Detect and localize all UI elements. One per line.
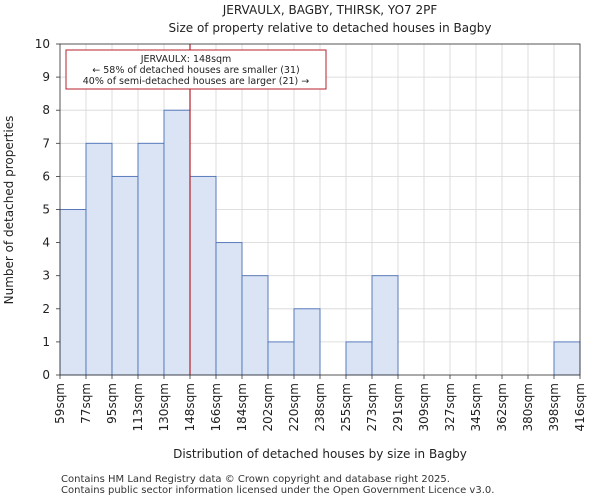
- annotation-line-3: 40% of semi-detached houses are larger (…: [83, 76, 310, 87]
- x-tick-label: 130sqm: [157, 383, 171, 431]
- y-tick-label: 5: [42, 203, 50, 217]
- chart-title: JERVAULX, BAGBY, THIRSK, YO7 2PF: [222, 3, 438, 17]
- x-ticks: 59sqm 77sqm 95sqm 113sqm 130sqm 148sqm 166sqm 1…: [53, 375, 587, 431]
- y-tick-label: 4: [42, 236, 50, 250]
- y-tick-label: 7: [42, 136, 50, 150]
- x-tick-label: 59sqm: [53, 383, 67, 424]
- y-tick-label: 1: [42, 335, 50, 349]
- x-tick-label: 95sqm: [105, 383, 119, 424]
- bar-77sqm: [85, 142, 113, 376]
- x-tick-label: 77sqm: [79, 383, 93, 424]
- footer-line-1: Contains HM Land Registry data © Crown c…: [61, 474, 450, 485]
- x-tick-label: 148sqm: [183, 383, 197, 431]
- chart-subtitle: Size of property relative to detached ho…: [169, 21, 492, 35]
- bars: [59, 109, 581, 376]
- annotation-line-2: ← 58% of detached houses are smaller (31…: [92, 65, 299, 76]
- y-tick-label: 9: [42, 70, 50, 84]
- bar-273sqm: [371, 275, 399, 376]
- x-axis-label: Distribution of detached houses by size …: [173, 447, 467, 461]
- annotation-box: [65, 49, 327, 90]
- x-tick-label: 309sqm: [417, 383, 431, 431]
- y-tick-label: 0: [42, 368, 50, 382]
- bar-166sqm: [215, 242, 243, 376]
- x-tick-label: 273sqm: [365, 383, 379, 431]
- x-tick-label: 238sqm: [313, 383, 327, 431]
- y-tick-label: 8: [42, 103, 50, 117]
- bar-130sqm: [163, 109, 191, 376]
- x-tick-label: 398sqm: [547, 383, 561, 431]
- x-tick-label: 166sqm: [209, 383, 223, 431]
- x-tick-label: 291sqm: [391, 383, 405, 431]
- bar-95sqm: [111, 175, 139, 376]
- bar-113sqm: [137, 142, 165, 376]
- x-tick-label: 113sqm: [131, 383, 145, 431]
- bar-220sqm: [293, 308, 321, 376]
- x-tick-label: 345sqm: [469, 383, 483, 431]
- y-axis-label: Number of detached properties: [2, 116, 16, 305]
- bar-148sqm: [189, 175, 217, 376]
- x-tick-label: 327sqm: [443, 383, 457, 431]
- footer-line-2: Contains public sector information licen…: [61, 485, 495, 496]
- x-tick-label: 362sqm: [495, 383, 509, 431]
- x-tick-label: 220sqm: [287, 383, 301, 431]
- bar-202sqm: [267, 341, 295, 376]
- y-tick-label: 6: [42, 169, 50, 183]
- bar-255sqm: [345, 341, 373, 376]
- x-tick-label: 416sqm: [573, 383, 587, 431]
- annotation-line-1: JERVAULX: 148sqm: [140, 54, 232, 65]
- y-tick-label: 2: [42, 302, 50, 316]
- x-tick-label: 255sqm: [339, 383, 353, 431]
- bar-398sqm: [553, 341, 581, 376]
- bar-184sqm: [241, 275, 269, 376]
- x-tick-label: 202sqm: [261, 383, 275, 431]
- y-ticks: 0 1 2 3 4 5 6 7 8 9 10: [35, 37, 60, 382]
- x-tick-label: 380sqm: [521, 383, 535, 431]
- y-tick-label: 3: [42, 269, 50, 283]
- bar-59sqm: [59, 209, 87, 376]
- annotation: JERVAULX: 148sqm ← 58% of detached house…: [65, 49, 327, 90]
- x-tick-label: 184sqm: [235, 383, 249, 431]
- y-tick-label: 10: [35, 37, 50, 51]
